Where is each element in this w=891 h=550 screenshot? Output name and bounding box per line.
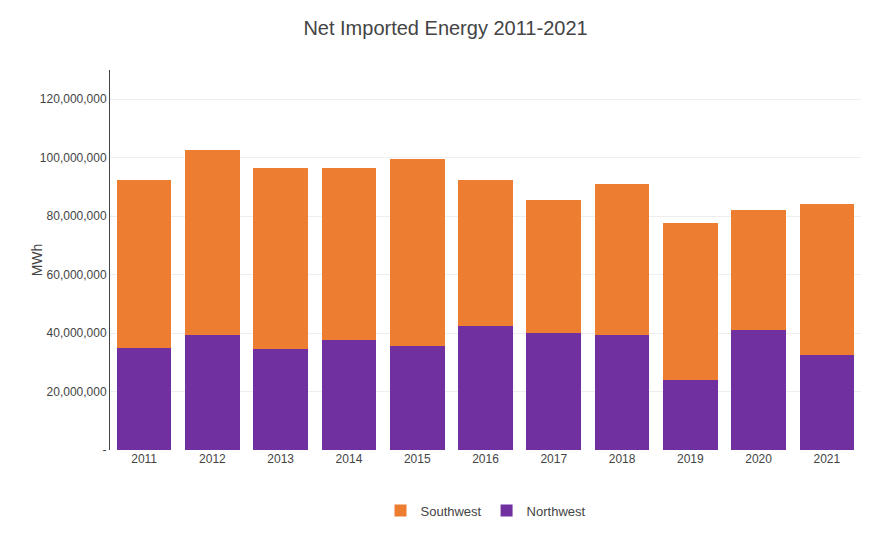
svg-text:100,000,000: 100,000,000 [40, 151, 107, 165]
svg-text:2012: 2012 [199, 452, 226, 466]
svg-text:80,000,000: 80,000,000 [47, 209, 107, 223]
svg-text:2017: 2017 [540, 452, 567, 466]
svg-text:2014: 2014 [336, 452, 363, 466]
svg-text:2015: 2015 [404, 452, 431, 466]
svg-text:2021: 2021 [814, 452, 841, 466]
svg-text:2018: 2018 [609, 452, 636, 466]
svg-text:Northwest: Northwest [527, 504, 586, 519]
svg-text:2013: 2013 [267, 452, 294, 466]
svg-text:Net Imported Energy 2011-2021: Net Imported Energy 2011-2021 [303, 17, 587, 39]
svg-text:2011: 2011 [131, 452, 157, 466]
svg-text:Southwest: Southwest [421, 504, 482, 519]
svg-text:120,000,000: 120,000,000 [40, 92, 107, 106]
svg-text:2020: 2020 [745, 452, 772, 466]
svg-text:2016: 2016 [472, 452, 499, 466]
svg-text:MWh: MWh [29, 244, 45, 277]
svg-text:60,000,000: 60,000,000 [47, 268, 107, 282]
svg-text:40,000,000: 40,000,000 [47, 326, 107, 340]
svg-text:-: - [103, 443, 107, 457]
svg-text:2019: 2019 [677, 452, 704, 466]
svg-text:20,000,000: 20,000,000 [47, 385, 107, 399]
